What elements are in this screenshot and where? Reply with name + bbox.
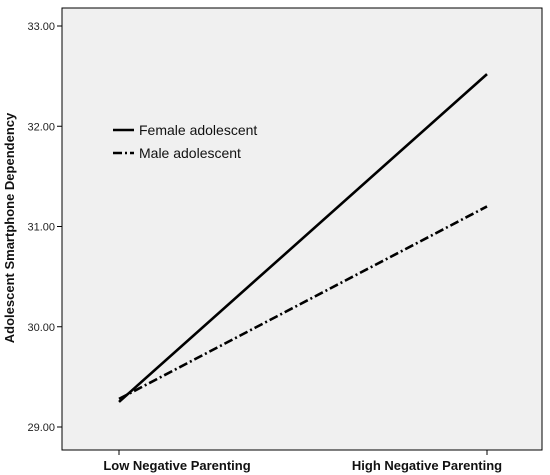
legend-label-male: Male adolescent (139, 145, 241, 161)
y-tick-label: 31.00 (27, 222, 55, 234)
series-layer (118, 73, 488, 403)
y-tick-label: 29.00 (27, 422, 55, 434)
y-tick-label: 32.00 (27, 121, 55, 133)
y-tick-label: 33.00 (27, 21, 55, 33)
x-axis: Low Negative Parenting High Negative Pare… (103, 450, 502, 473)
x-category-label: Low Negative Parenting (103, 458, 250, 473)
y-axis-title: Adolescent Smartphone Dependency (2, 112, 17, 343)
series-line-male (118, 205, 488, 401)
plot-area (61, 7, 543, 451)
series-line-female (118, 73, 488, 403)
legend-label-female: Female adolescent (139, 122, 257, 138)
y-axis: 29.00 30.00 31.00 32.00 33.00 (27, 21, 62, 434)
x-category-label: High Negative Parenting (352, 458, 502, 473)
y-tick-label: 30.00 (27, 322, 55, 334)
legend: Female adolescent Male adolescent (113, 122, 257, 161)
